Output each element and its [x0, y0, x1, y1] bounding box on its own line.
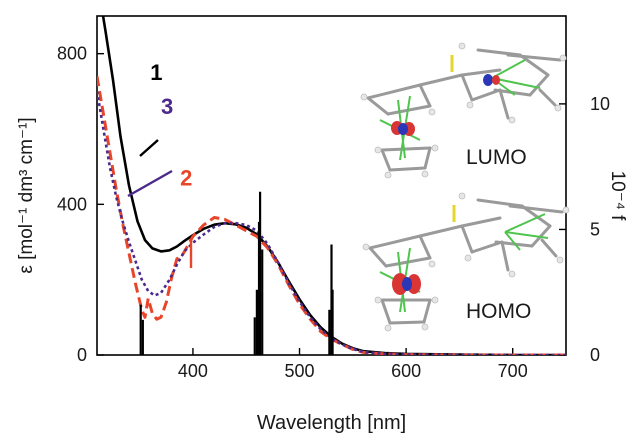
y2-tick-label: 10	[590, 94, 610, 114]
x-tick-label: 700	[498, 361, 528, 381]
y-axis-label: ε [mol⁻¹ dm³ cm⁻¹]	[16, 117, 37, 273]
y-tick-label: 400	[57, 194, 87, 214]
x-tick-label: 400	[178, 361, 208, 381]
curve-label-3: 3	[161, 94, 173, 119]
x-tick-label: 500	[284, 361, 314, 381]
curve-label-2: 2	[180, 166, 192, 191]
curve-1-leader-line	[139, 139, 159, 157]
lumo-molecule-image	[360, 42, 567, 179]
x-axis-label: Wavelength [nm]	[257, 412, 406, 434]
x-tick-label: 600	[391, 361, 421, 381]
curve-label-1: 1	[150, 60, 162, 85]
y2-tick-label: 0	[590, 345, 600, 365]
lumo-label: LUMO	[466, 146, 527, 169]
homo-molecule-image	[362, 192, 570, 332]
y2-axis-label: 10⁻⁴ f	[607, 171, 628, 222]
y2-tick-label: 5	[590, 219, 600, 239]
curve-3-leader-line	[127, 169, 173, 198]
y-tick-label: 800	[57, 44, 87, 64]
y-tick-label: 0	[77, 345, 87, 365]
series-line-1	[101, 16, 566, 355]
homo-label: HOMO	[466, 300, 531, 323]
series-line-3	[97, 91, 566, 355]
